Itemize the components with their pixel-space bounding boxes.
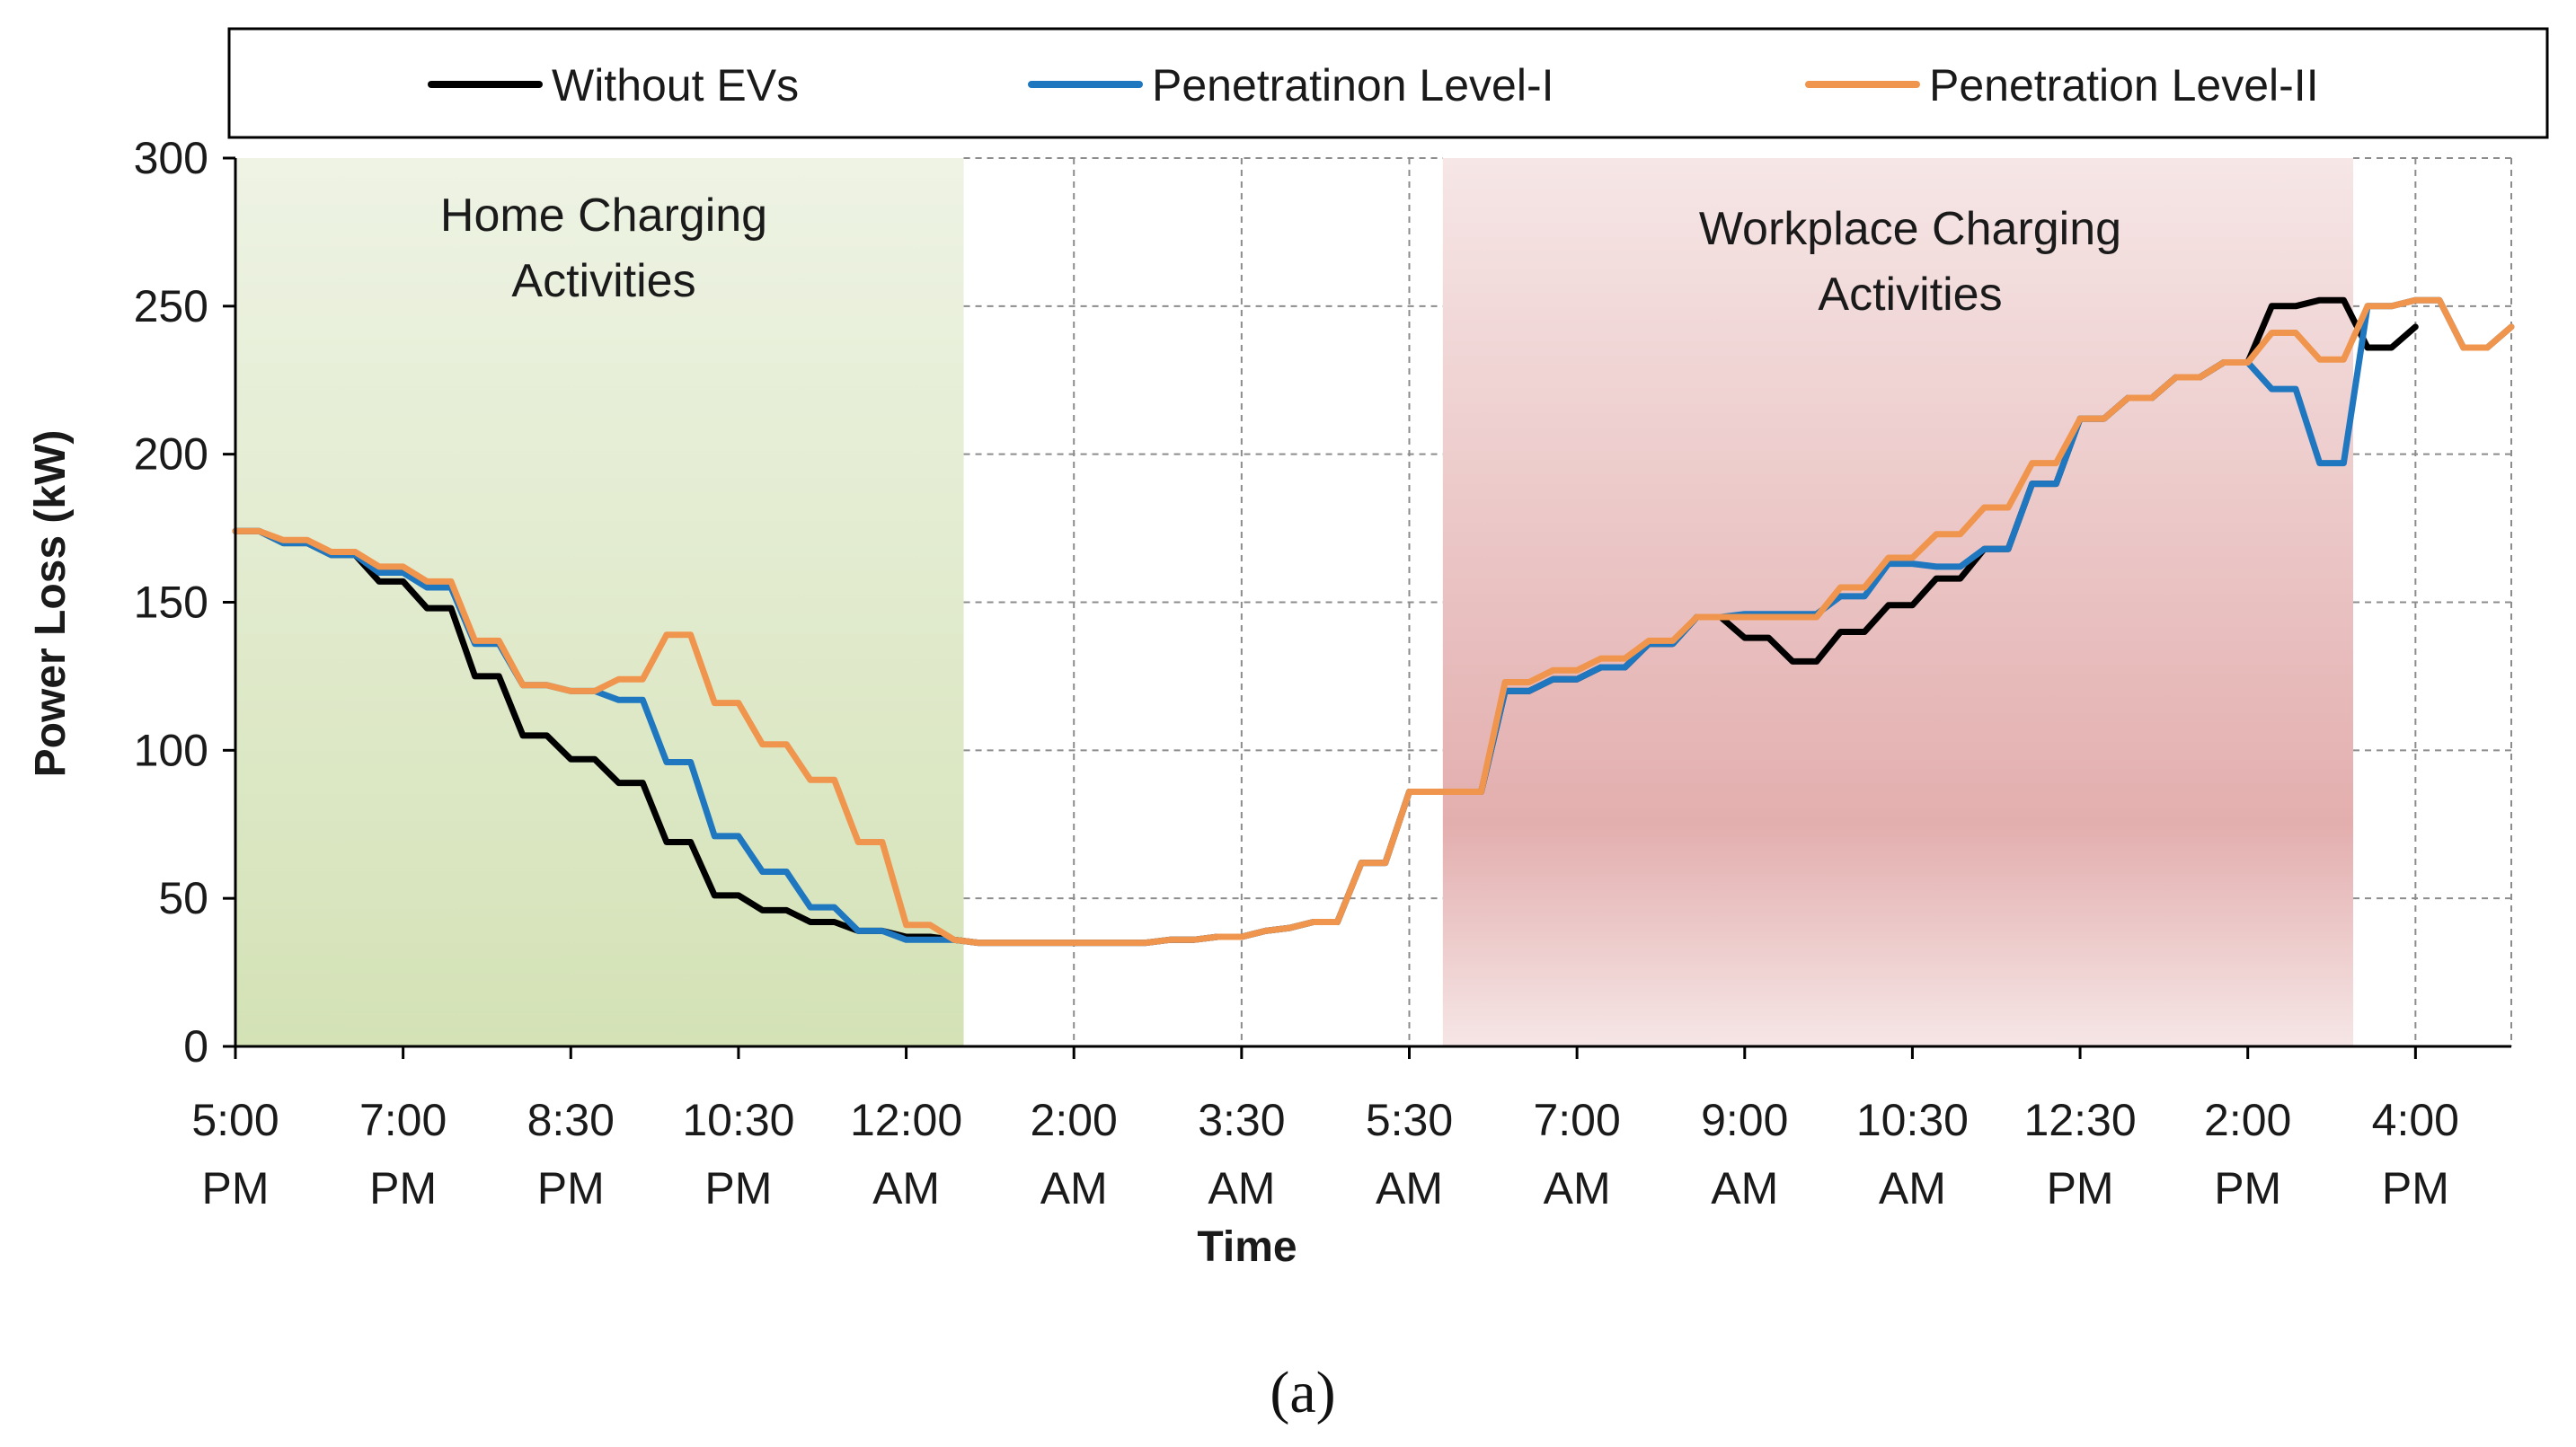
legend: Without EVs Penetratinon Level-I Penetra… <box>227 27 2549 139</box>
region-annotations: Home Charging Activities Workplace Charg… <box>440 190 2121 321</box>
workplace-charging-label-line2: Activities <box>1818 269 2002 321</box>
x-tick-label-time: 10:30 <box>682 1095 794 1145</box>
y-tick-label-300: 300 <box>134 133 208 183</box>
x-tick-label-time: 9:00 <box>1701 1095 1788 1145</box>
gridlines <box>963 157 2512 1046</box>
legend-label-without-evs: Without EVs <box>552 60 799 110</box>
x-tick-label-time: 4:00 <box>2372 1095 2459 1145</box>
x-tick-label-period: PM <box>537 1163 605 1213</box>
x-tick-label-period: PM <box>2047 1163 2114 1213</box>
y-tick-label-100: 100 <box>134 725 208 775</box>
y-tick-label-150: 150 <box>134 578 208 628</box>
y-tick-label-0: 0 <box>183 1021 208 1072</box>
y-tick-label-250: 250 <box>134 281 208 331</box>
x-ticks: 5:00 PM 7:00 PM 8:30 PM 10:30 PM 12:00 AM 2:00 AM 3:… <box>191 1046 2459 1213</box>
x-tick-label-time: 2:00 <box>2204 1095 2291 1145</box>
legend-label-penetration-level-ii: Penetration Level-II <box>1929 60 2319 110</box>
x-axis-title: Time <box>1197 1223 1297 1271</box>
x-tick-label-period: AM <box>1879 1163 1946 1213</box>
x-tick-label-time: 5:00 <box>191 1095 279 1145</box>
workplace-charging-label-line1: Workplace Charging <box>1699 203 2121 255</box>
y-tick-label-50: 50 <box>158 873 208 923</box>
x-tick-label-time: 10:30 <box>1856 1095 1969 1145</box>
figure-caption: (a) <box>1270 1360 1335 1425</box>
home-charging-label-line1: Home Charging <box>440 190 767 242</box>
x-tick-label-time: 12:30 <box>2024 1095 2137 1145</box>
x-tick-label-period: PM <box>704 1163 772 1213</box>
x-tick-label-period: PM <box>369 1163 437 1213</box>
y-ticks: 0 50 100 150 200 250 300 <box>134 133 235 1072</box>
x-tick-label-period: AM <box>1208 1163 1275 1213</box>
x-tick-label-period: PM <box>2382 1163 2449 1213</box>
x-tick-label-period: AM <box>1376 1163 1443 1213</box>
x-tick-label-period: AM <box>1711 1163 1778 1213</box>
series-line-penetration-level-ii <box>232 296 2515 947</box>
region-home <box>235 158 964 1046</box>
legend-label-penetration-level-i: Penetratinon Level-I <box>1152 60 1554 110</box>
home-charging-label-line2: Activities <box>511 255 695 307</box>
x-tick-label-period: AM <box>1544 1163 1611 1213</box>
x-tick-label-time: 7:00 <box>359 1095 447 1145</box>
y-axis-title: Power Loss (kW) <box>27 430 75 778</box>
y-tick-label-200: 200 <box>134 429 208 480</box>
x-tick-label-time: 5:30 <box>1366 1095 1453 1145</box>
x-tick-label-period: AM <box>872 1163 940 1213</box>
series-lines <box>232 296 2515 947</box>
x-tick-label-time: 12:00 <box>850 1095 962 1145</box>
x-tick-label-period: AM <box>1040 1163 1108 1213</box>
x-tick-label-time: 7:00 <box>1533 1095 1620 1145</box>
legend-box <box>227 27 2549 139</box>
x-tick-label-time: 3:30 <box>1198 1095 1285 1145</box>
x-tick-label-time: 2:00 <box>1031 1095 1118 1145</box>
x-tick-label-period: PM <box>2214 1163 2281 1213</box>
x-tick-label-time: 8:30 <box>527 1095 615 1145</box>
x-tick-label-period: PM <box>202 1163 270 1213</box>
